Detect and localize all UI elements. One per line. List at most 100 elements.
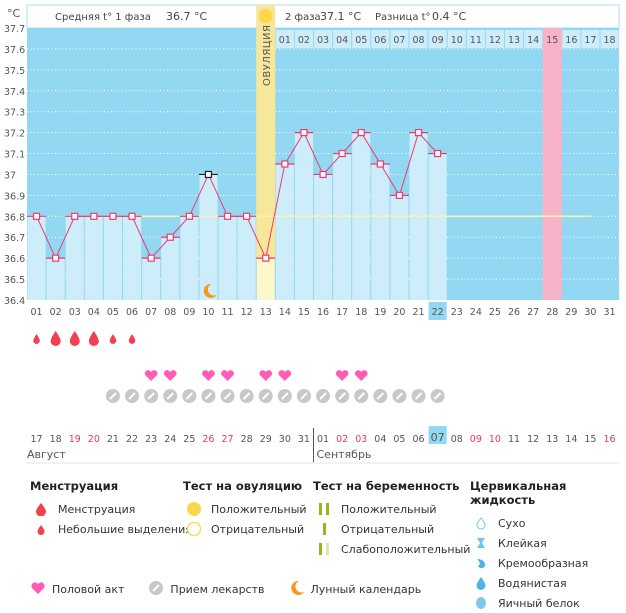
x-tick-label: 04 — [88, 307, 100, 318]
phase2-day-label: 11 — [470, 35, 482, 46]
moon-icon — [289, 580, 305, 599]
phase2-day-label: 09 — [432, 35, 444, 46]
phase2-day-label: 03 — [317, 35, 329, 46]
x-tick-label: 18 — [355, 307, 367, 318]
temperature-point — [300, 129, 308, 137]
ovulation-label: ОВУЛЯЦИЯ — [262, 25, 273, 87]
phase2-day-label: 14 — [527, 35, 539, 46]
calendar-date: 30 — [279, 434, 291, 445]
y-unit: °C — [7, 7, 21, 20]
phase2-day-cell — [485, 30, 504, 48]
x-tick-label: 31 — [604, 307, 616, 318]
x-tick-label: 30 — [584, 307, 596, 318]
temperature-point — [204, 170, 213, 179]
phase2-value: 37.1 °C — [320, 10, 361, 23]
legend-label: Отрицательный — [211, 522, 305, 536]
temperature-point — [376, 160, 384, 168]
x-tick-label: 23 — [451, 307, 463, 318]
y-tick-label: 37.3 — [4, 108, 25, 119]
phase2-day-label: 16 — [565, 35, 577, 46]
x-tick-label: 13 — [260, 307, 272, 318]
temperature-point — [52, 254, 60, 262]
temperature-point — [357, 129, 365, 137]
ovulation-column — [256, 5, 276, 259]
menstruation-drop-icon — [128, 334, 136, 344]
temperature-point — [147, 254, 155, 262]
heart-icon — [144, 370, 158, 381]
month-label: Сентябрь — [317, 448, 372, 461]
legend-pregnancy-test: Тест на беременность Положительный Отриц… — [313, 479, 470, 559]
heart-icon — [335, 370, 349, 381]
temperature-bar — [142, 258, 161, 300]
drop-small-icon — [30, 523, 52, 535]
x-tick-label: 16 — [317, 307, 329, 318]
phase2-day-cell — [447, 30, 466, 48]
y-tick-label: 37.6 — [4, 45, 25, 56]
calendar-date: 11 — [508, 434, 520, 445]
x-tick-label: 02 — [50, 307, 62, 318]
legend-label: Слабоположительный — [341, 542, 471, 556]
temperature-point — [166, 233, 174, 241]
calendar-date: 28 — [241, 434, 253, 445]
legend-label: Яичный белок — [498, 596, 580, 610]
calendar-date: 10 — [489, 434, 501, 445]
temperature-bar — [123, 216, 142, 300]
sun-filled-icon — [183, 501, 205, 517]
x-tick-label: 26 — [508, 307, 520, 318]
pill-stripe — [262, 392, 270, 400]
calendar-date: 04 — [374, 434, 386, 445]
phase2-day-label: 06 — [374, 35, 386, 46]
calendar-date: 12 — [527, 434, 539, 445]
x-tick-label: 21 — [413, 307, 425, 318]
y-tick-label: 36.4 — [4, 296, 25, 307]
legend-title: Тест на овуляцию — [183, 479, 303, 493]
calendar-date: 14 — [565, 434, 577, 445]
legend-title: Цервикальная жидкость — [470, 479, 567, 507]
month-label: Август — [27, 448, 66, 461]
temperature-point — [243, 212, 251, 220]
x-tick-label: 14 — [279, 307, 291, 318]
heart-icon — [259, 370, 273, 381]
temperature-point — [185, 212, 193, 220]
sticky-icon — [470, 536, 492, 550]
calendar-date: 06 — [413, 434, 425, 445]
temperature-point — [395, 191, 404, 199]
x-tick-label: 03 — [69, 307, 81, 318]
temperature-bar — [256, 258, 275, 300]
phase2-day-cell — [466, 30, 485, 48]
calendar-date: 17 — [31, 434, 43, 445]
calendar-date: 20 — [88, 434, 100, 445]
calendar-date: 29 — [260, 434, 272, 445]
temperature-bar — [390, 195, 409, 300]
phase2-day-label: 10 — [451, 35, 463, 46]
calendar-date: 16 — [604, 434, 616, 445]
phase2-day-cell — [314, 30, 333, 48]
moon-icon — [203, 283, 217, 298]
x-tick-label: 09 — [183, 307, 195, 318]
calendar-date: 08 — [451, 434, 463, 445]
phase2-day-label: 17 — [584, 35, 596, 46]
temperature-point — [109, 212, 117, 220]
temperature-bar — [275, 164, 294, 300]
calendar-date: 22 — [126, 434, 138, 445]
y-tick-label: 37.4 — [4, 87, 25, 98]
phase2-day-cell — [505, 30, 524, 48]
heart-icon — [202, 370, 215, 381]
pill-stripe — [338, 392, 346, 400]
temperature-point — [128, 212, 136, 220]
legend-cervical: Цервикальная жидкость Сухо Клейкая Кремо… — [470, 479, 626, 613]
drop-large-icon — [30, 502, 52, 516]
temperature-point — [90, 212, 98, 220]
x-tick-label: 10 — [202, 307, 214, 318]
dry-icon — [470, 516, 492, 530]
phase2-day-cell — [390, 30, 409, 48]
x-tick-label: 15 — [298, 307, 310, 318]
legend-label: Небольшие выделения — [58, 522, 192, 536]
legend-label: Водянистая — [498, 576, 567, 590]
temperature-point — [223, 212, 232, 220]
temperature-point — [434, 149, 442, 158]
y-tick-label: 36.6 — [4, 254, 25, 265]
temperature-bar — [180, 216, 199, 300]
x-tick-label: 05 — [107, 307, 119, 318]
x-tick-label: 22 — [432, 307, 444, 318]
